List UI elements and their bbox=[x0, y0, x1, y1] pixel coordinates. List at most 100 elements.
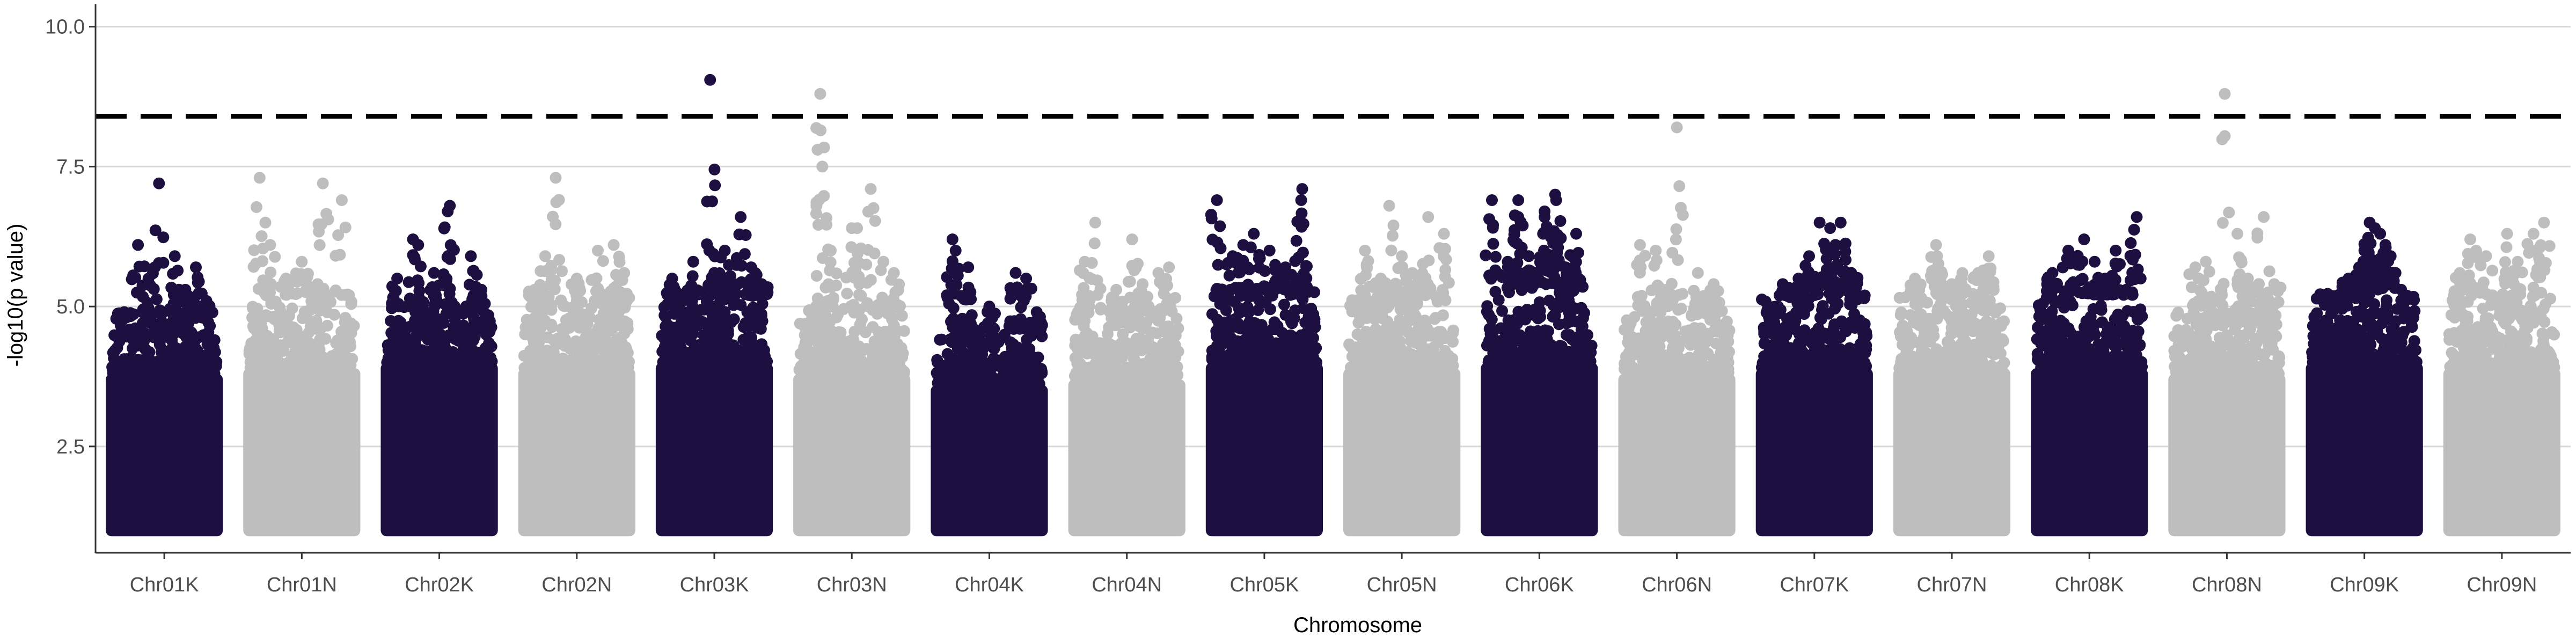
snp-point bbox=[1136, 323, 1148, 335]
snp-point bbox=[277, 362, 289, 374]
snp-point bbox=[1104, 338, 1116, 350]
snp-point bbox=[189, 332, 202, 344]
snp-point bbox=[392, 298, 405, 310]
dense-point-cloud bbox=[518, 368, 635, 537]
snp-point bbox=[1258, 265, 1271, 277]
snp-point bbox=[1721, 347, 1733, 360]
peak-point bbox=[1359, 244, 1371, 257]
snp-point bbox=[482, 356, 494, 368]
snp-point bbox=[545, 318, 558, 331]
snp-point bbox=[1481, 339, 1493, 352]
dense-point-cloud bbox=[1893, 368, 2011, 537]
peak-point bbox=[962, 261, 975, 274]
snp-point bbox=[265, 266, 277, 279]
snp-point bbox=[612, 309, 624, 321]
snp-point bbox=[1685, 368, 1697, 379]
snp-point bbox=[614, 286, 626, 298]
snp-point bbox=[1440, 253, 1452, 266]
snp-point bbox=[1755, 361, 1768, 374]
snp-point bbox=[1809, 289, 1821, 301]
snp-point bbox=[945, 358, 957, 370]
snp-point bbox=[878, 350, 890, 362]
snp-point bbox=[1160, 273, 1173, 285]
peak-point bbox=[280, 273, 292, 284]
peak-point bbox=[719, 244, 731, 257]
snp-point bbox=[560, 323, 572, 335]
chromosome-Chr05N bbox=[1343, 200, 1461, 537]
snp-point bbox=[1483, 269, 1495, 282]
snp-point bbox=[934, 334, 946, 346]
snp-point bbox=[821, 212, 833, 224]
snp-point bbox=[719, 306, 731, 318]
snp-point bbox=[1382, 362, 1395, 374]
snp-point bbox=[1288, 312, 1300, 324]
snp-point bbox=[1670, 223, 1682, 236]
snp-point bbox=[1785, 311, 1797, 323]
peak-point bbox=[475, 283, 487, 296]
snp-point bbox=[1289, 255, 1301, 267]
snp-point bbox=[1215, 354, 1227, 366]
snp-point bbox=[867, 321, 879, 333]
snp-point bbox=[835, 326, 847, 339]
snp-point bbox=[1967, 341, 1980, 354]
peak-point bbox=[1930, 239, 1942, 251]
peak-point bbox=[1089, 216, 1101, 229]
dense-point-cloud bbox=[380, 362, 498, 537]
snp-point bbox=[586, 274, 598, 286]
peak-point bbox=[142, 273, 155, 284]
snp-point bbox=[962, 360, 975, 372]
peak-point bbox=[1211, 194, 1223, 206]
peak-point bbox=[1550, 194, 1562, 206]
snp-point bbox=[1583, 344, 1596, 356]
peak-point bbox=[335, 194, 348, 206]
snp-point bbox=[167, 325, 179, 337]
snp-point bbox=[1721, 316, 1733, 327]
snp-point bbox=[572, 358, 584, 371]
snp-point bbox=[264, 286, 276, 298]
snp-point bbox=[157, 257, 170, 269]
snp-point bbox=[1232, 302, 1245, 314]
peak-point bbox=[1813, 216, 1826, 229]
snp-point bbox=[751, 289, 763, 301]
snp-point bbox=[1101, 328, 1114, 340]
snp-point bbox=[556, 265, 568, 277]
snp-point bbox=[1117, 303, 1129, 315]
snp-point bbox=[723, 259, 735, 271]
snp-point bbox=[1860, 360, 1872, 372]
snp-point bbox=[429, 299, 442, 312]
snp-point bbox=[1411, 280, 1423, 292]
dense-point-cloud bbox=[106, 374, 223, 537]
peak-point bbox=[1834, 216, 1847, 229]
snp-point bbox=[1673, 180, 1686, 192]
snp-point bbox=[1136, 302, 1148, 314]
dense-point-cloud bbox=[793, 374, 911, 537]
snp-point bbox=[164, 303, 176, 315]
peak-point bbox=[465, 250, 477, 262]
snp-point bbox=[1627, 361, 1639, 374]
snp-point bbox=[1355, 284, 1367, 296]
snp-point bbox=[756, 338, 768, 350]
snp-point bbox=[718, 315, 730, 327]
peak-point bbox=[253, 172, 266, 184]
snp-point bbox=[669, 335, 682, 347]
snp-point bbox=[755, 310, 767, 322]
snp-point bbox=[1932, 302, 1944, 314]
snp-point bbox=[524, 354, 537, 366]
snp-point bbox=[822, 278, 835, 290]
snp-point bbox=[279, 288, 291, 301]
snp-point bbox=[1722, 335, 1735, 348]
snp-point bbox=[1031, 372, 1044, 385]
peak-point bbox=[1776, 278, 1789, 290]
snp-point bbox=[724, 270, 736, 282]
dense-point-cloud bbox=[1343, 368, 1461, 537]
snp-point bbox=[149, 224, 162, 237]
snp-point bbox=[985, 376, 998, 389]
snp-point bbox=[1221, 324, 1233, 336]
snp-point bbox=[1008, 377, 1020, 390]
snp-point bbox=[762, 286, 774, 298]
snp-point bbox=[1437, 287, 1450, 299]
snp-point bbox=[1534, 256, 1546, 268]
peak-point bbox=[428, 267, 440, 279]
snp-point bbox=[673, 348, 685, 360]
